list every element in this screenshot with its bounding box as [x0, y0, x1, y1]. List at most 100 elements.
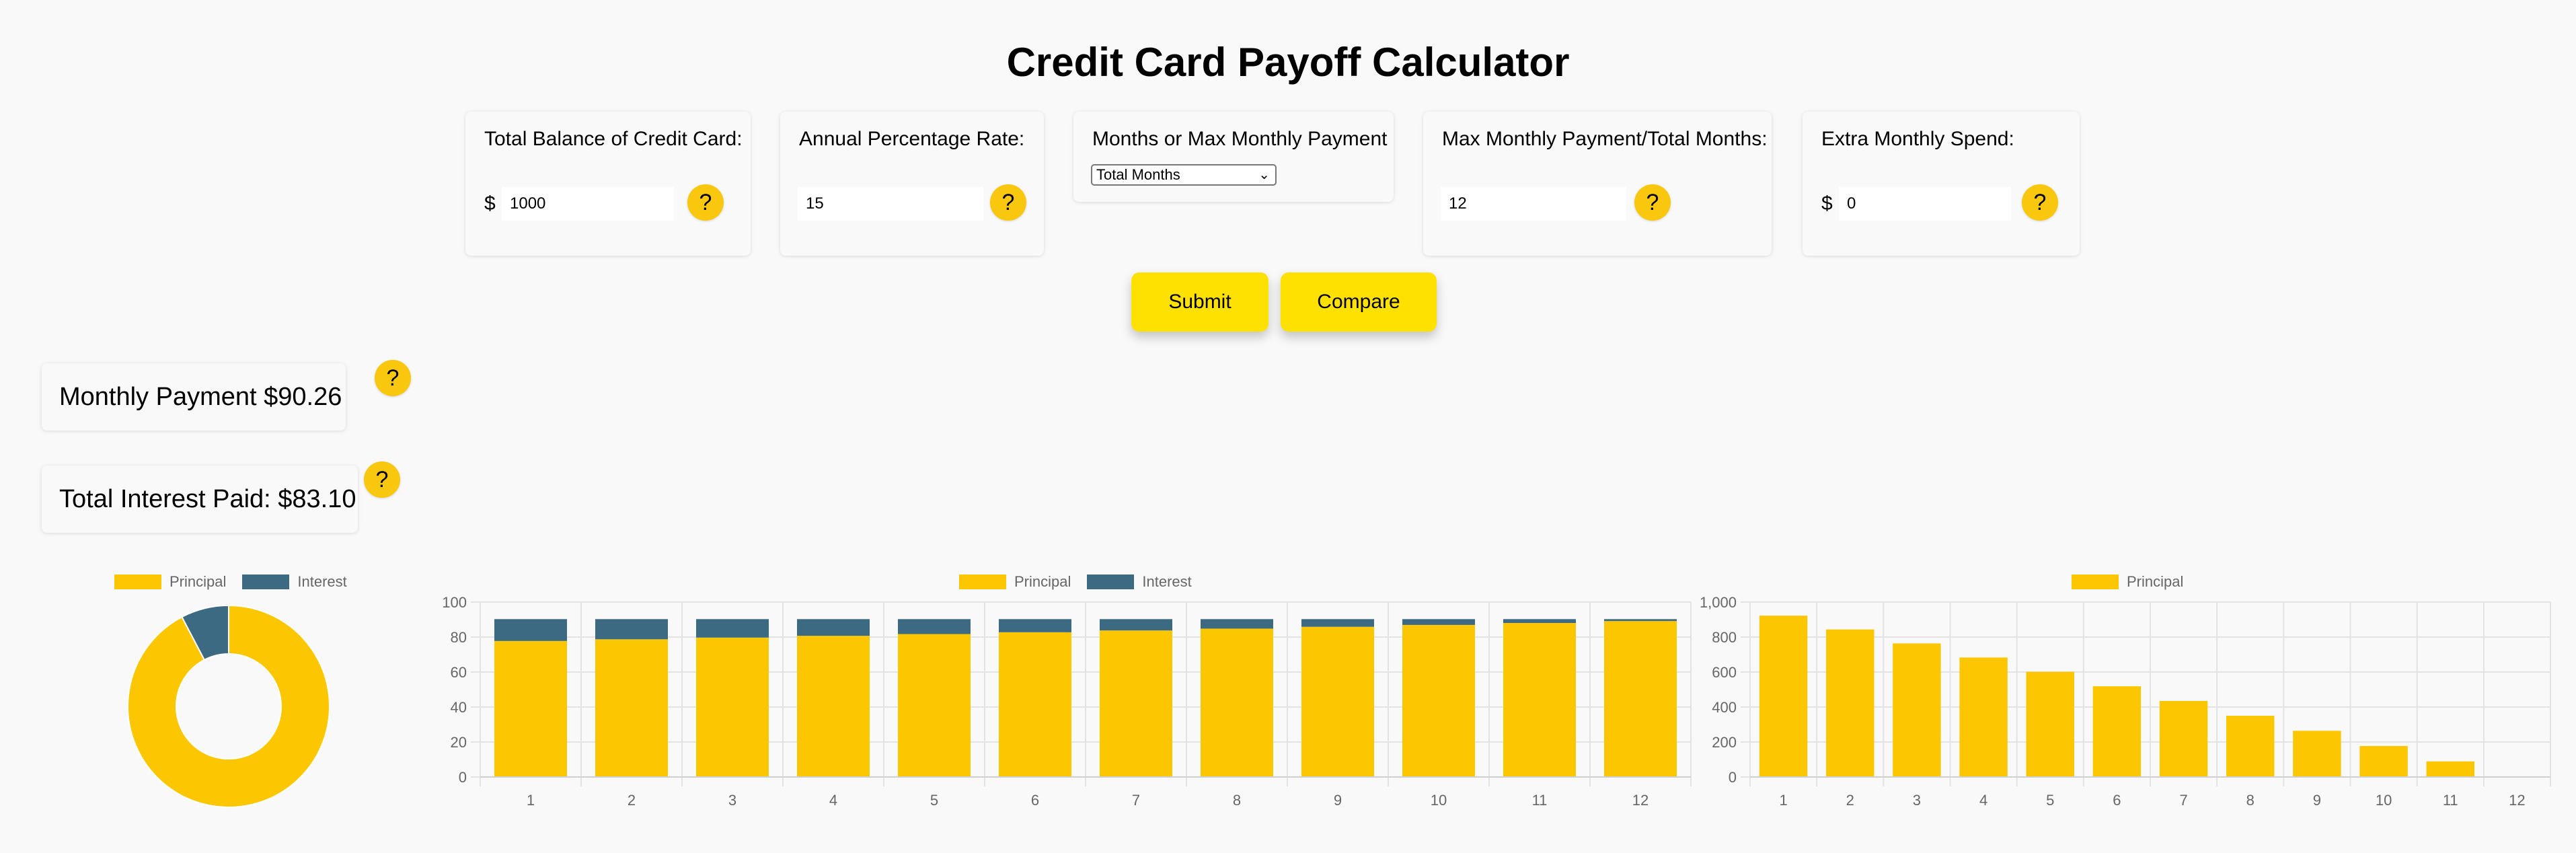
doughnut-legend-item-interest[interactable]: Interest: [242, 573, 347, 591]
bar-principal: [898, 634, 971, 777]
x-tick-label: 12: [1632, 792, 1649, 809]
x-tick-label: 4: [1979, 792, 1987, 809]
bar-principal: [595, 639, 668, 777]
x-tick-label: 12: [2509, 792, 2525, 809]
mode-select-value: Total Months: [1096, 166, 1180, 183]
bar-principal: [1604, 621, 1677, 777]
payment-months-help-icon[interactable]: ?: [1634, 184, 1671, 221]
extra-label: Extra Monthly Spend:: [1821, 128, 2014, 150]
stacked-legend-item-interest[interactable]: Interest: [1087, 573, 1192, 591]
bar-principal: [1503, 623, 1576, 777]
stacked-legend-label-principal: Principal: [1014, 573, 1071, 590]
x-tick-label: 8: [1233, 792, 1241, 809]
total-interest-text: Total Interest Paid: $83.10: [59, 485, 356, 513]
x-tick-label: 4: [829, 792, 837, 809]
bar-interest: [1604, 619, 1677, 622]
x-tick-label: 6: [1031, 792, 1039, 809]
interest-swatch: [242, 574, 290, 589]
bar-interest: [696, 619, 769, 638]
total-interest-help-icon[interactable]: ?: [364, 461, 400, 498]
extra-help-icon[interactable]: ?: [2022, 184, 2058, 221]
doughnut-legend: Principal Interest: [114, 573, 363, 591]
y-tick-label: 60: [451, 664, 467, 681]
bar-principal: [2359, 745, 2408, 777]
bar-principal: [2426, 761, 2474, 777]
bar-principal: [1100, 630, 1172, 777]
balance-dollar-sign: $: [484, 192, 496, 215]
y-tick-label: 100: [442, 594, 467, 611]
interest-swatch: [1087, 574, 1135, 589]
bar-principal: [2293, 731, 2341, 777]
x-tick-label: 9: [2313, 792, 2321, 809]
x-tick-label: 11: [2443, 792, 2458, 809]
bar-principal: [494, 640, 567, 777]
bar-principal: [2092, 686, 2142, 777]
payment-months-input[interactable]: [1441, 187, 1626, 221]
x-tick-label: 10: [1431, 792, 1447, 809]
monthly-payment-help-icon[interactable]: ?: [375, 360, 411, 396]
stacked-legend-item-principal[interactable]: Principal: [959, 573, 1071, 591]
bar-interest: [898, 619, 971, 634]
bar-principal: [1759, 616, 1808, 777]
x-tick-label: 2: [628, 792, 636, 809]
x-tick-label: 9: [1334, 792, 1342, 809]
balance-legend-item-principal[interactable]: Principal: [2072, 573, 2183, 591]
doughnut-legend-label-interest: Interest: [297, 573, 347, 590]
mode-select[interactable]: Total Months ⌄: [1091, 164, 1277, 186]
bar-principal: [2226, 715, 2275, 777]
bar-principal: [696, 637, 769, 777]
y-tick-label: 600: [1712, 664, 1737, 681]
y-tick-label: 40: [451, 699, 467, 716]
doughnut-chart: [127, 604, 330, 808]
x-tick-label: 7: [1132, 792, 1140, 809]
x-tick-label: 7: [2179, 792, 2187, 809]
balance-legend-label-principal: Principal: [2127, 573, 2184, 590]
bar-principal: [797, 636, 870, 777]
bar-principal: [1301, 626, 1374, 777]
chevron-down-icon: ⌄: [1258, 168, 1270, 182]
stacked-legend-label-interest: Interest: [1142, 573, 1192, 590]
y-tick-label: 1,000: [1700, 594, 1737, 611]
doughnut-slice-interest: [181, 604, 229, 661]
balance-help-icon[interactable]: ?: [687, 184, 724, 221]
x-tick-label: 1: [1779, 792, 1787, 809]
x-tick-label: 5: [2046, 792, 2054, 809]
bar-principal: [1893, 643, 1941, 777]
x-tick-label: 3: [728, 792, 736, 809]
x-tick-label: 5: [930, 792, 938, 809]
principal-swatch: [959, 574, 1006, 589]
apr-help-icon[interactable]: ?: [990, 184, 1026, 221]
bar-interest: [1201, 619, 1273, 629]
x-tick-label: 3: [1913, 792, 1921, 809]
balance-card: Total Balance of Credit Card: $ ?: [465, 112, 751, 256]
y-tick-label: 80: [451, 629, 467, 646]
bar-principal: [2159, 700, 2208, 777]
payment-months-card: Max Monthly Payment/Total Months: ?: [1423, 112, 1772, 256]
monthly-payment-text: Monthly Payment $90.26: [59, 383, 342, 411]
bar-interest: [1402, 619, 1475, 625]
doughnut-legend-item-principal[interactable]: Principal: [114, 573, 226, 591]
principal-swatch: [114, 574, 161, 589]
x-tick-label: 8: [2246, 792, 2255, 809]
y-tick-label: 200: [1712, 734, 1737, 751]
submit-button[interactable]: Submit: [1131, 272, 1268, 332]
y-tick-label: 0: [459, 769, 467, 786]
bar-principal: [999, 632, 1071, 777]
payment-months-label: Max Monthly Payment/Total Months:: [1442, 128, 1768, 150]
bar-interest: [1100, 619, 1172, 631]
compare-button[interactable]: Compare: [1281, 272, 1437, 332]
mode-label: Months or Max Monthly Payment: [1092, 128, 1388, 150]
page-title: Credit Card Payoff Calculator: [1006, 40, 1570, 85]
y-tick-label: 20: [451, 734, 467, 751]
balance-label: Total Balance of Credit Card:: [484, 128, 743, 150]
extra-input[interactable]: [1839, 187, 2011, 221]
bar-principal: [1402, 624, 1475, 777]
apr-input[interactable]: [798, 187, 983, 221]
x-tick-label: 2: [1846, 792, 1854, 809]
doughnut-slice-principal: [127, 604, 330, 808]
balance-input[interactable]: [502, 187, 674, 221]
stacked-bar-legend: Principal Interest: [959, 573, 1208, 591]
total-interest-card: Total Interest Paid: $83.10: [42, 466, 358, 533]
